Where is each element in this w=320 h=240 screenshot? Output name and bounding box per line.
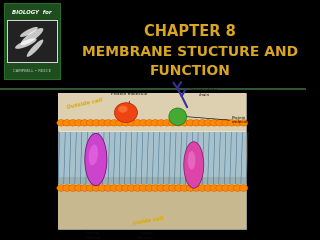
Bar	[58, 177, 246, 229]
Text: BIOLOGY  for: BIOLOGY for	[12, 10, 52, 15]
Circle shape	[80, 120, 89, 126]
Text: Protein
molecule: Protein molecule	[231, 116, 250, 124]
Circle shape	[104, 185, 112, 191]
Circle shape	[239, 120, 248, 126]
Circle shape	[233, 120, 242, 126]
Circle shape	[216, 120, 224, 126]
Circle shape	[86, 185, 95, 191]
Circle shape	[216, 185, 224, 191]
Circle shape	[63, 185, 71, 191]
Circle shape	[221, 185, 230, 191]
Circle shape	[233, 185, 242, 191]
Circle shape	[98, 120, 107, 126]
Ellipse shape	[188, 151, 196, 170]
Text: Protein molecule: Protein molecule	[111, 92, 148, 103]
Circle shape	[204, 185, 212, 191]
Circle shape	[75, 120, 83, 126]
FancyBboxPatch shape	[58, 93, 246, 229]
Circle shape	[133, 185, 142, 191]
Text: Outside cell: Outside cell	[66, 97, 103, 110]
Circle shape	[110, 185, 118, 191]
Ellipse shape	[15, 38, 37, 49]
Circle shape	[133, 120, 142, 126]
Bar	[58, 132, 246, 184]
Circle shape	[63, 120, 71, 126]
Circle shape	[151, 185, 160, 191]
Circle shape	[192, 120, 201, 126]
Ellipse shape	[20, 27, 38, 37]
Circle shape	[210, 120, 218, 126]
Ellipse shape	[89, 144, 98, 165]
Circle shape	[163, 120, 171, 126]
Circle shape	[68, 185, 77, 191]
Circle shape	[169, 120, 177, 126]
Text: Protein
channel: Protein channel	[85, 231, 101, 240]
Circle shape	[221, 120, 230, 126]
Circle shape	[180, 185, 189, 191]
Circle shape	[157, 120, 165, 126]
Circle shape	[192, 185, 201, 191]
Circle shape	[186, 120, 195, 126]
Circle shape	[239, 185, 248, 191]
Circle shape	[122, 185, 130, 191]
Circle shape	[174, 120, 183, 126]
Circle shape	[75, 185, 83, 191]
Circle shape	[198, 185, 207, 191]
Text: FUNCTION: FUNCTION	[149, 64, 230, 78]
Circle shape	[228, 185, 236, 191]
FancyBboxPatch shape	[4, 4, 60, 79]
Circle shape	[116, 120, 124, 126]
Ellipse shape	[21, 28, 43, 45]
Circle shape	[145, 185, 154, 191]
Text: Carbohydrate
chain: Carbohydrate chain	[184, 86, 218, 97]
FancyBboxPatch shape	[7, 20, 57, 62]
Circle shape	[110, 120, 118, 126]
Circle shape	[186, 185, 195, 191]
Circle shape	[180, 120, 189, 126]
Circle shape	[57, 185, 65, 191]
Circle shape	[92, 120, 101, 126]
Ellipse shape	[169, 108, 187, 126]
Circle shape	[57, 120, 65, 126]
Circle shape	[163, 185, 171, 191]
Circle shape	[116, 185, 124, 191]
Circle shape	[104, 120, 112, 126]
Text: CHAPTER 8: CHAPTER 8	[144, 24, 236, 39]
Circle shape	[127, 120, 136, 126]
Circle shape	[86, 120, 95, 126]
Ellipse shape	[118, 106, 127, 113]
FancyBboxPatch shape	[7, 20, 57, 62]
Text: MEMBRANE STUCTURE AND: MEMBRANE STUCTURE AND	[82, 45, 298, 59]
Ellipse shape	[115, 103, 138, 122]
Circle shape	[145, 120, 154, 126]
Circle shape	[127, 185, 136, 191]
Circle shape	[68, 120, 77, 126]
Circle shape	[228, 120, 236, 126]
Text: Inside cell: Inside cell	[133, 216, 164, 226]
Circle shape	[151, 120, 160, 126]
Text: CAMPBELL • REECE: CAMPBELL • REECE	[13, 69, 51, 73]
Bar	[58, 93, 246, 131]
Ellipse shape	[85, 133, 107, 186]
Circle shape	[157, 185, 165, 191]
Circle shape	[198, 120, 207, 126]
Circle shape	[92, 185, 101, 191]
Circle shape	[169, 185, 177, 191]
Circle shape	[174, 185, 183, 191]
Circle shape	[210, 185, 218, 191]
Ellipse shape	[184, 142, 204, 188]
Circle shape	[98, 185, 107, 191]
Circle shape	[122, 120, 130, 126]
Text: Lipids
(bilayer): Lipids (bilayer)	[138, 231, 156, 240]
Circle shape	[139, 120, 148, 126]
Circle shape	[139, 185, 148, 191]
Ellipse shape	[27, 40, 43, 57]
Circle shape	[204, 120, 212, 126]
Circle shape	[80, 185, 89, 191]
